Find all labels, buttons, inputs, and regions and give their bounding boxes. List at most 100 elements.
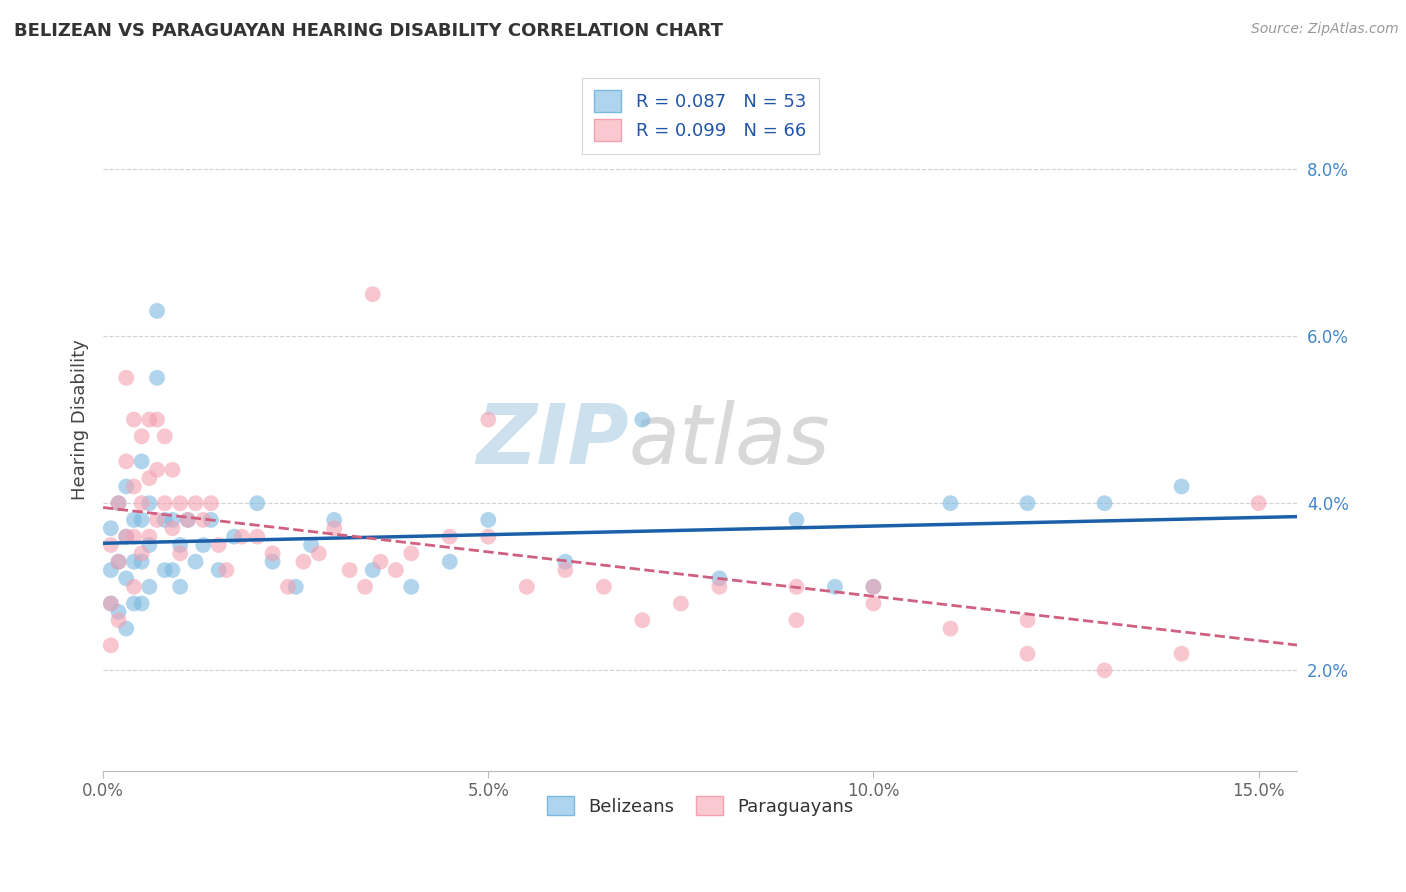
Point bbox=[131, 513, 153, 527]
Point bbox=[115, 454, 138, 468]
Point bbox=[516, 580, 538, 594]
Point bbox=[107, 555, 129, 569]
Point bbox=[138, 496, 160, 510]
Point bbox=[785, 613, 807, 627]
Point bbox=[146, 304, 169, 318]
Point bbox=[1170, 479, 1192, 493]
Point bbox=[939, 496, 962, 510]
Point bbox=[131, 555, 153, 569]
Point bbox=[246, 530, 269, 544]
Point bbox=[153, 513, 176, 527]
Point bbox=[1170, 647, 1192, 661]
Point bbox=[115, 571, 138, 585]
Point bbox=[385, 563, 408, 577]
Point bbox=[669, 597, 692, 611]
Point bbox=[122, 412, 145, 426]
Point bbox=[824, 580, 846, 594]
Point bbox=[439, 530, 461, 544]
Text: Source: ZipAtlas.com: Source: ZipAtlas.com bbox=[1251, 22, 1399, 37]
Point bbox=[169, 546, 191, 560]
Point bbox=[100, 521, 122, 535]
Point bbox=[399, 580, 422, 594]
Point bbox=[131, 496, 153, 510]
Point bbox=[177, 513, 200, 527]
Text: ZIP: ZIP bbox=[475, 401, 628, 481]
Point bbox=[100, 563, 122, 577]
Point bbox=[122, 530, 145, 544]
Point bbox=[107, 613, 129, 627]
Point bbox=[631, 613, 654, 627]
Point bbox=[131, 429, 153, 443]
Point bbox=[323, 521, 346, 535]
Point bbox=[862, 580, 884, 594]
Point bbox=[1017, 647, 1039, 661]
Point bbox=[131, 597, 153, 611]
Point bbox=[122, 597, 145, 611]
Point bbox=[299, 538, 322, 552]
Point bbox=[246, 496, 269, 510]
Point bbox=[193, 513, 215, 527]
Point bbox=[709, 580, 731, 594]
Point bbox=[122, 580, 145, 594]
Point bbox=[131, 546, 153, 560]
Point bbox=[361, 287, 384, 301]
Point bbox=[162, 563, 184, 577]
Point bbox=[107, 555, 129, 569]
Point bbox=[222, 530, 245, 544]
Point bbox=[138, 530, 160, 544]
Point bbox=[131, 454, 153, 468]
Point bbox=[100, 638, 122, 652]
Point bbox=[862, 597, 884, 611]
Point bbox=[146, 412, 169, 426]
Point bbox=[1017, 613, 1039, 627]
Point bbox=[200, 496, 222, 510]
Point bbox=[262, 546, 284, 560]
Point bbox=[115, 479, 138, 493]
Point bbox=[292, 555, 315, 569]
Point bbox=[554, 563, 576, 577]
Text: atlas: atlas bbox=[628, 401, 830, 481]
Point bbox=[215, 563, 238, 577]
Point bbox=[138, 538, 160, 552]
Point bbox=[115, 622, 138, 636]
Point bbox=[162, 521, 184, 535]
Point bbox=[785, 580, 807, 594]
Point bbox=[200, 513, 222, 527]
Point bbox=[339, 563, 361, 577]
Point bbox=[153, 563, 176, 577]
Point bbox=[1094, 664, 1116, 678]
Point bbox=[100, 597, 122, 611]
Point bbox=[862, 580, 884, 594]
Point bbox=[231, 530, 253, 544]
Point bbox=[169, 538, 191, 552]
Point bbox=[169, 496, 191, 510]
Point bbox=[138, 412, 160, 426]
Point bbox=[323, 513, 346, 527]
Point bbox=[138, 580, 160, 594]
Point bbox=[107, 496, 129, 510]
Point bbox=[277, 580, 299, 594]
Legend: Belizeans, Paraguayans: Belizeans, Paraguayans bbox=[537, 788, 863, 825]
Point bbox=[146, 463, 169, 477]
Point bbox=[122, 479, 145, 493]
Point bbox=[1017, 496, 1039, 510]
Point bbox=[399, 546, 422, 560]
Point bbox=[354, 580, 377, 594]
Point bbox=[122, 513, 145, 527]
Point bbox=[631, 412, 654, 426]
Point bbox=[115, 371, 138, 385]
Point bbox=[177, 513, 200, 527]
Point bbox=[107, 605, 129, 619]
Point bbox=[939, 622, 962, 636]
Point bbox=[308, 546, 330, 560]
Point bbox=[370, 555, 392, 569]
Point bbox=[146, 513, 169, 527]
Point bbox=[184, 496, 207, 510]
Text: BELIZEAN VS PARAGUAYAN HEARING DISABILITY CORRELATION CHART: BELIZEAN VS PARAGUAYAN HEARING DISABILIT… bbox=[14, 22, 723, 40]
Point bbox=[1094, 496, 1116, 510]
Point bbox=[115, 530, 138, 544]
Point bbox=[122, 555, 145, 569]
Point bbox=[153, 429, 176, 443]
Point bbox=[208, 538, 231, 552]
Point bbox=[184, 555, 207, 569]
